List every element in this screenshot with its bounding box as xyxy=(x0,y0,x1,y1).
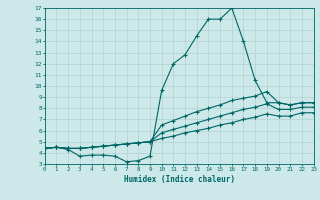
X-axis label: Humidex (Indice chaleur): Humidex (Indice chaleur) xyxy=(124,175,235,184)
